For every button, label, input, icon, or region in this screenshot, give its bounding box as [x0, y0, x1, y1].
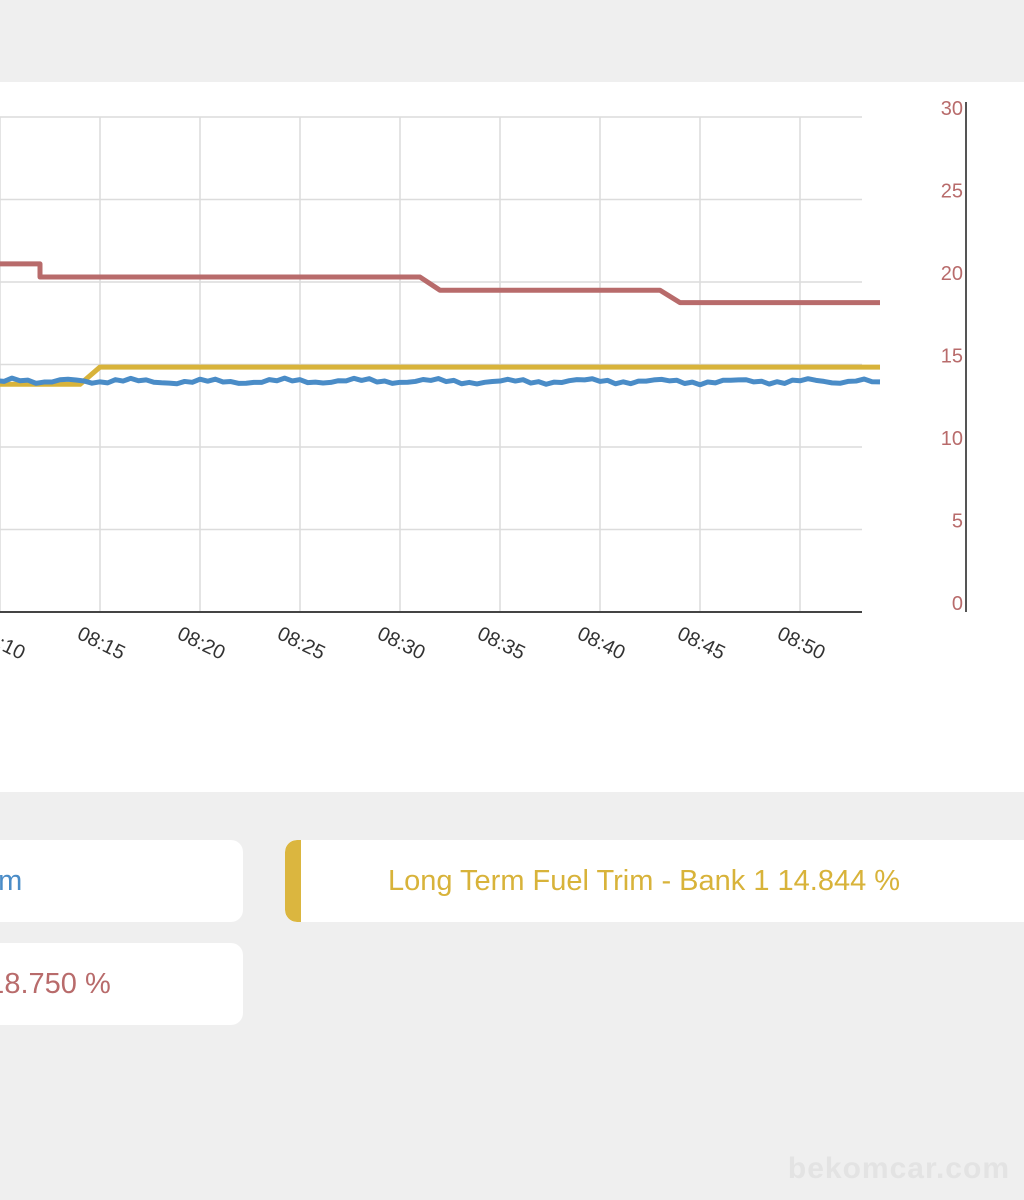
- legend-color-bar: [285, 840, 301, 922]
- legend-label-red: 1 18.750 %: [0, 967, 111, 1000]
- y-tick-label: 20: [941, 263, 963, 285]
- y-tick-label: 30: [941, 98, 963, 120]
- series-line-blue: [0, 375, 881, 388]
- chart-card: 08:10 08:15 08:20 08:25 08:30 08:35 08:40 08:45…: [0, 82, 1024, 792]
- watermark: bekomcar.com: [787, 1152, 1010, 1185]
- y-tick-label: 0: [952, 593, 963, 615]
- x-tick-label: 08:25: [274, 623, 329, 665]
- x-tick-label: 08:50: [774, 623, 829, 665]
- y-tick-label: 15: [941, 346, 963, 368]
- x-tick-label: 08:10: [0, 623, 28, 665]
- series-line-red: [0, 261, 880, 306]
- x-tick-label: 08:40: [574, 623, 629, 665]
- x-tick-label: 08:30: [374, 623, 429, 665]
- fuel-trim-chart: 08:10 08:15 08:20 08:25 08:30 08:35 08:40 08:45…: [0, 98, 967, 665]
- x-tick-label: 08:20: [174, 623, 229, 665]
- legend-label-long-term-fuel-trim: Long Term Fuel Trim - Bank 1 14.844 %: [388, 864, 901, 897]
- legend-item-blue[interactable]: om: [0, 840, 243, 922]
- legend-item-long-term-fuel-trim[interactable]: Long Term Fuel Trim - Bank 1 14.844 %: [285, 840, 1024, 922]
- legend-item-red[interactable]: 1 18.750 %: [0, 943, 243, 1025]
- x-tick-label: 08:15: [74, 623, 129, 665]
- y-tick-label: 5: [952, 511, 963, 533]
- x-tick-label: 08:45: [674, 623, 729, 665]
- y-tick-label: 25: [941, 181, 963, 203]
- y-tick-label: 10: [941, 428, 963, 450]
- legend-label-blue: om: [0, 864, 23, 897]
- series-line-long-term-fuel-trim: [0, 364, 880, 387]
- x-tick-label: 08:35: [474, 623, 529, 665]
